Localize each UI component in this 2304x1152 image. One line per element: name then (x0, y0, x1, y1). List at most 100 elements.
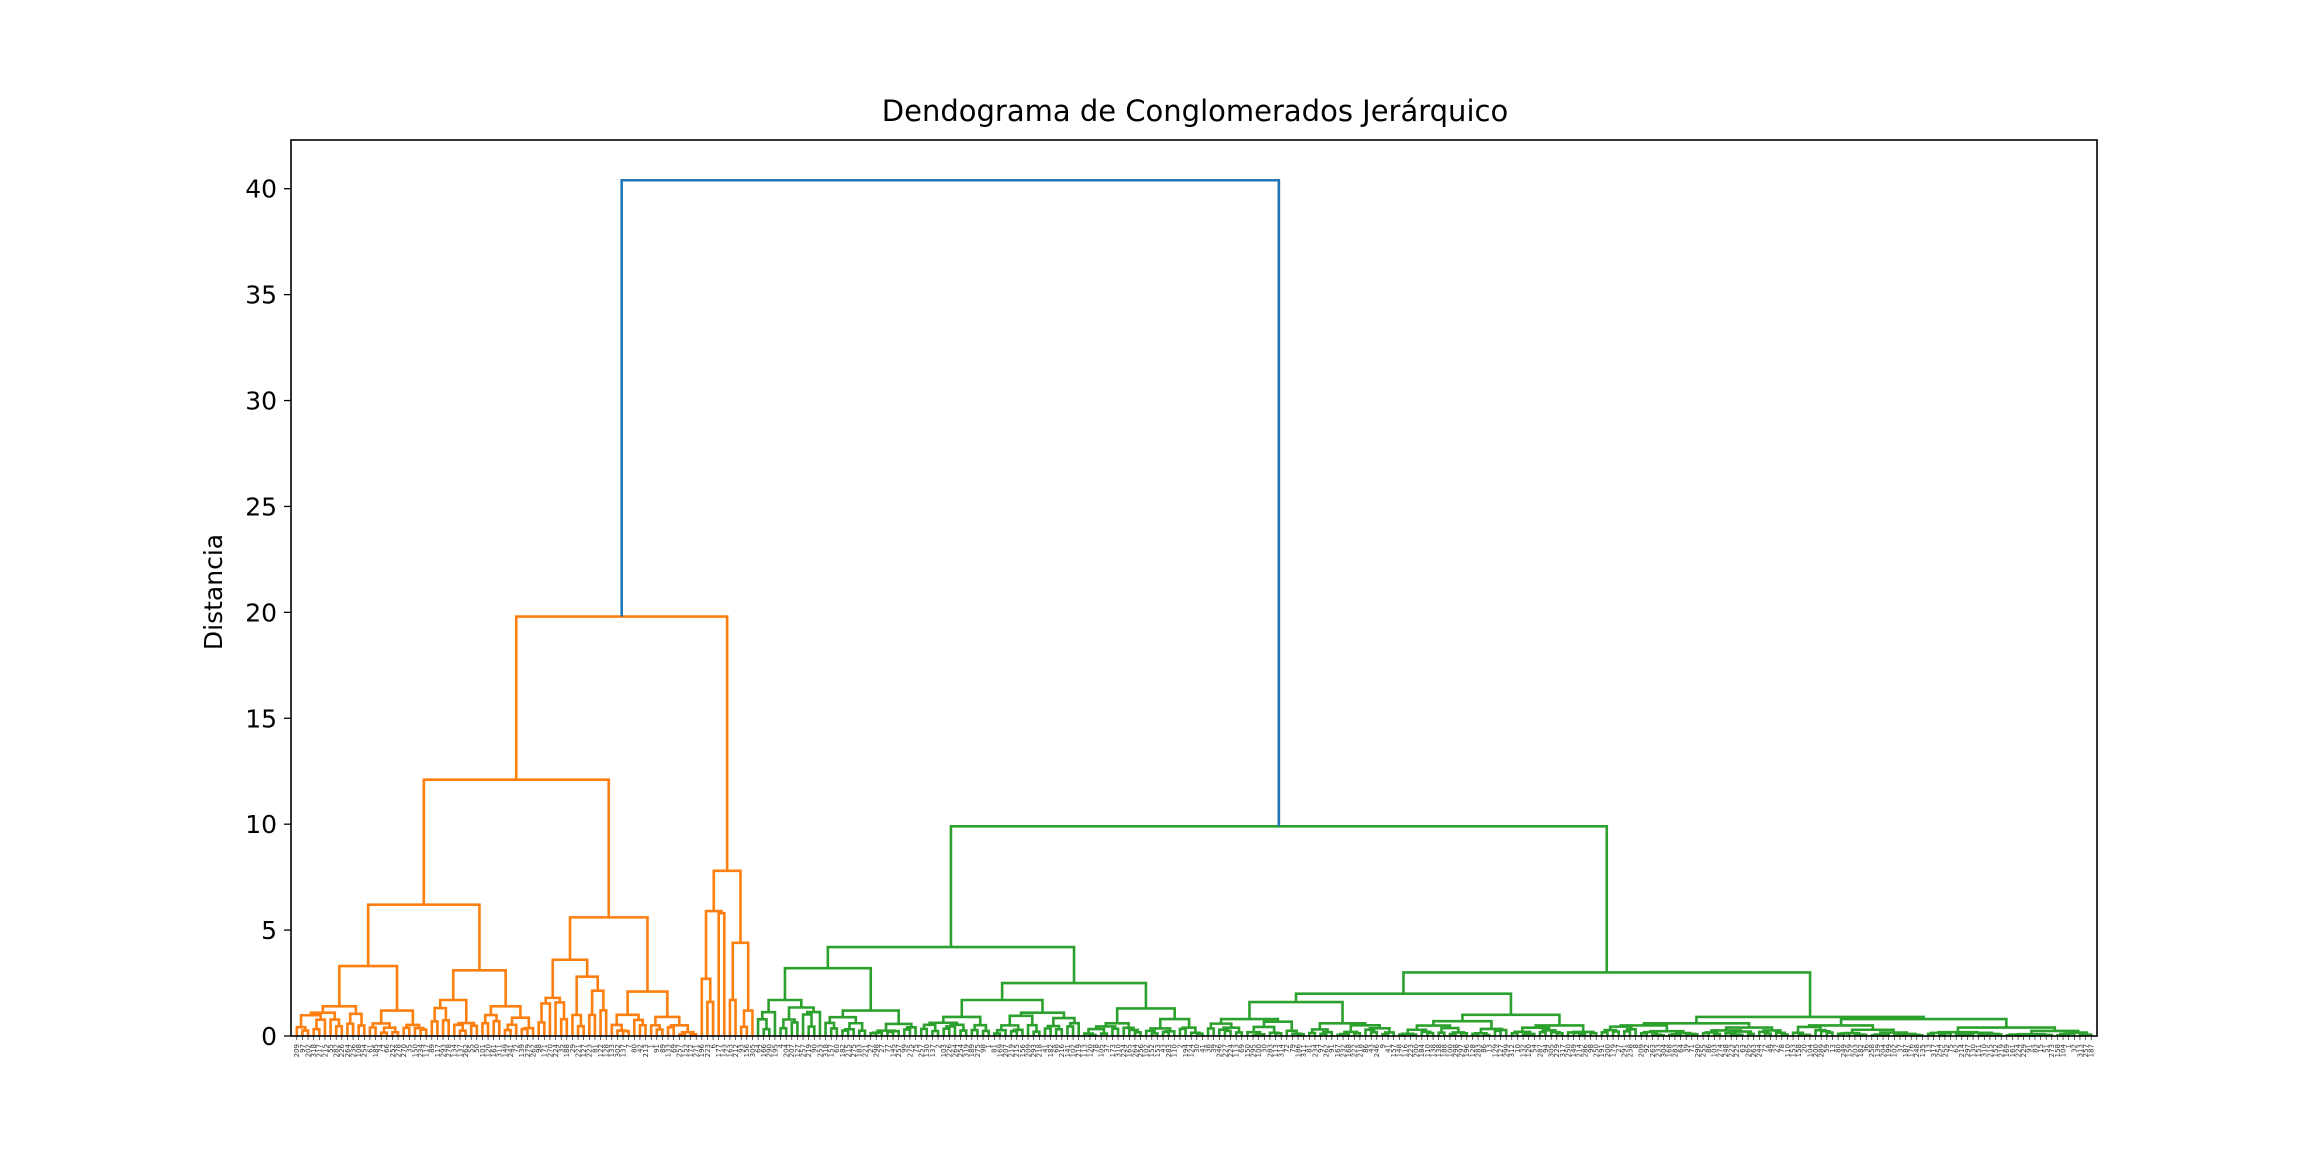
leaf-label: 258 (1868, 1044, 1876, 1057)
leaf-label: 305 (749, 1044, 757, 1057)
leaf-label: 289 (1818, 1044, 1826, 1057)
leaf-label: 274 (1716, 1043, 1724, 1057)
leaf-label: 35 (558, 1044, 566, 1053)
leaf-label: 250 (1564, 1044, 1572, 1057)
leaf-label: 41 (1384, 1044, 1392, 1053)
leaf-label: 249 (1840, 1044, 1848, 1057)
leaf-label: 234 (1311, 1043, 1319, 1057)
leaf-label: 282 (333, 1044, 341, 1057)
leaf-label: 232 (1339, 1044, 1347, 1057)
leaf-label: 221 (861, 1044, 869, 1057)
leaf-label: 13 (1924, 1044, 1932, 1053)
leaf-label: 71 (1688, 1044, 1696, 1053)
leaf-label: 293 (1030, 1044, 1038, 1057)
leaf-label: 168 (1666, 1044, 1674, 1057)
y-tick-label: 0 (261, 1022, 277, 1051)
leaf-label: 215 (1986, 1044, 1994, 1057)
leaf-label: 317 (1559, 1044, 1567, 1057)
leaf-label: 127 (1497, 1044, 1505, 1057)
leaf-label: 264 (951, 1043, 959, 1057)
leaf-label: 298 (873, 1044, 881, 1057)
leaf-label: 207 (1002, 1044, 1010, 1057)
y-tick-label: 10 (245, 810, 277, 839)
leaf-label: 104 (2059, 1043, 2067, 1057)
leaf-label: 98 (535, 1044, 543, 1053)
leaf-label: 311 (496, 1044, 504, 1057)
leaf-label: 75 (912, 1044, 920, 1053)
leaf-label: 100 (1255, 1044, 1263, 1057)
leaf-label: 176 (1908, 1043, 1916, 1057)
leaf-label: 165 (1126, 1044, 1134, 1057)
leaf-label: 219 (805, 1044, 813, 1057)
leaf-label: 219 (1998, 1044, 2006, 1057)
leaf-label: 283 (1165, 1044, 1173, 1057)
dendrogram-link (1897, 1032, 1917, 1036)
leaf-label: 94 (1542, 1043, 1550, 1052)
leaf-label: 171 (541, 1044, 549, 1057)
leaf-label: 291 (1621, 1044, 1629, 1057)
leaf-label: 27 (878, 1044, 886, 1053)
leaf-label: 91 (1328, 1044, 1336, 1053)
leaf-label: 254 (361, 1043, 369, 1057)
leaf-label: 214 (1576, 1043, 1584, 1057)
leaf-label: 169 (996, 1044, 1004, 1057)
y-tick-label: 5 (261, 916, 277, 945)
leaf-label: 317 (1930, 1044, 1938, 1057)
leaf-label: 286 (1581, 1043, 1589, 1057)
dendrogram-link (1937, 1030, 1979, 1034)
leaf-label: 137 (929, 1044, 937, 1057)
plot-frame (290, 139, 2098, 1037)
leaf-label: 252 (389, 1044, 397, 1057)
leaf-label: 182 (839, 1044, 847, 1057)
leaf-label: 263 (1649, 1044, 1657, 1057)
leaf-label: 108 (355, 1044, 363, 1057)
leaf-label: 49 (1767, 1044, 1775, 1053)
leaf-label: 248 (1722, 1044, 1730, 1057)
leaf-label: 196 (698, 1043, 706, 1057)
leaf-label: 225 (1733, 1044, 1741, 1057)
leaf-label: 141 (1064, 1044, 1072, 1057)
dendrogram-link (1571, 1030, 1595, 1034)
leaf-label: 103 (1711, 1044, 1719, 1057)
leaf-label: 75 (1947, 1044, 1955, 1053)
leaf-label: 177 (715, 1044, 723, 1057)
leaf-label: 149 (501, 1044, 509, 1057)
leaf-label: 298 (1452, 1044, 1460, 1057)
leaf-label: 275 (850, 1044, 858, 1057)
leaf-label: 156 (743, 1043, 751, 1057)
leaf-label: 77 (884, 1044, 892, 1053)
dendrogram-link (1400, 1032, 1415, 1036)
leaf-label: 319 (963, 1044, 971, 1057)
leaf-label: 169 (2003, 1044, 2011, 1057)
leaf-label: 78 (1778, 1044, 1786, 1053)
leaf-label: 120 (484, 1044, 492, 1057)
leaf-label: 132 (1519, 1044, 1527, 1057)
leaf-label: 185 (372, 1044, 380, 1057)
leaf-label: 117 (423, 1044, 431, 1057)
leaf-label: 200 (1812, 1044, 1820, 1057)
leaf-label: 219 (1008, 1044, 1016, 1057)
leaf-label: 143 (721, 1044, 729, 1057)
leaf-label: 265 (1744, 1044, 1752, 1057)
leaf-label: 246 (1216, 1043, 1224, 1057)
leaf-label: 89 (428, 1044, 436, 1053)
leaf-label: 91 (2026, 1044, 2034, 1053)
leaf-label: 138 (1435, 1044, 1443, 1057)
leaf-label: 86 (1362, 1043, 1370, 1052)
leaf-label: 55 (468, 1044, 476, 1053)
leaf-label: 137 (619, 1044, 627, 1057)
leaf-label: 199 (1885, 1044, 1893, 1057)
leaf-label: 69 (670, 1044, 678, 1053)
leaf-label: 182 (1857, 1044, 1865, 1057)
leaf-label: 278 (445, 1044, 453, 1057)
leaf-label: 318 (822, 1044, 830, 1057)
leaf-label: 20 (1801, 1044, 1809, 1053)
dendrogram-link (1704, 1031, 1719, 1034)
leaf-label: 7 (625, 1044, 633, 1048)
leaf-label: 195 (771, 1044, 779, 1057)
leaf-label: 63 (1739, 1044, 1747, 1053)
leaf-label: 36 (1863, 1043, 1871, 1052)
leaf-label: 110 (1171, 1044, 1179, 1057)
leaf-label: 128 (1469, 1044, 1477, 1057)
